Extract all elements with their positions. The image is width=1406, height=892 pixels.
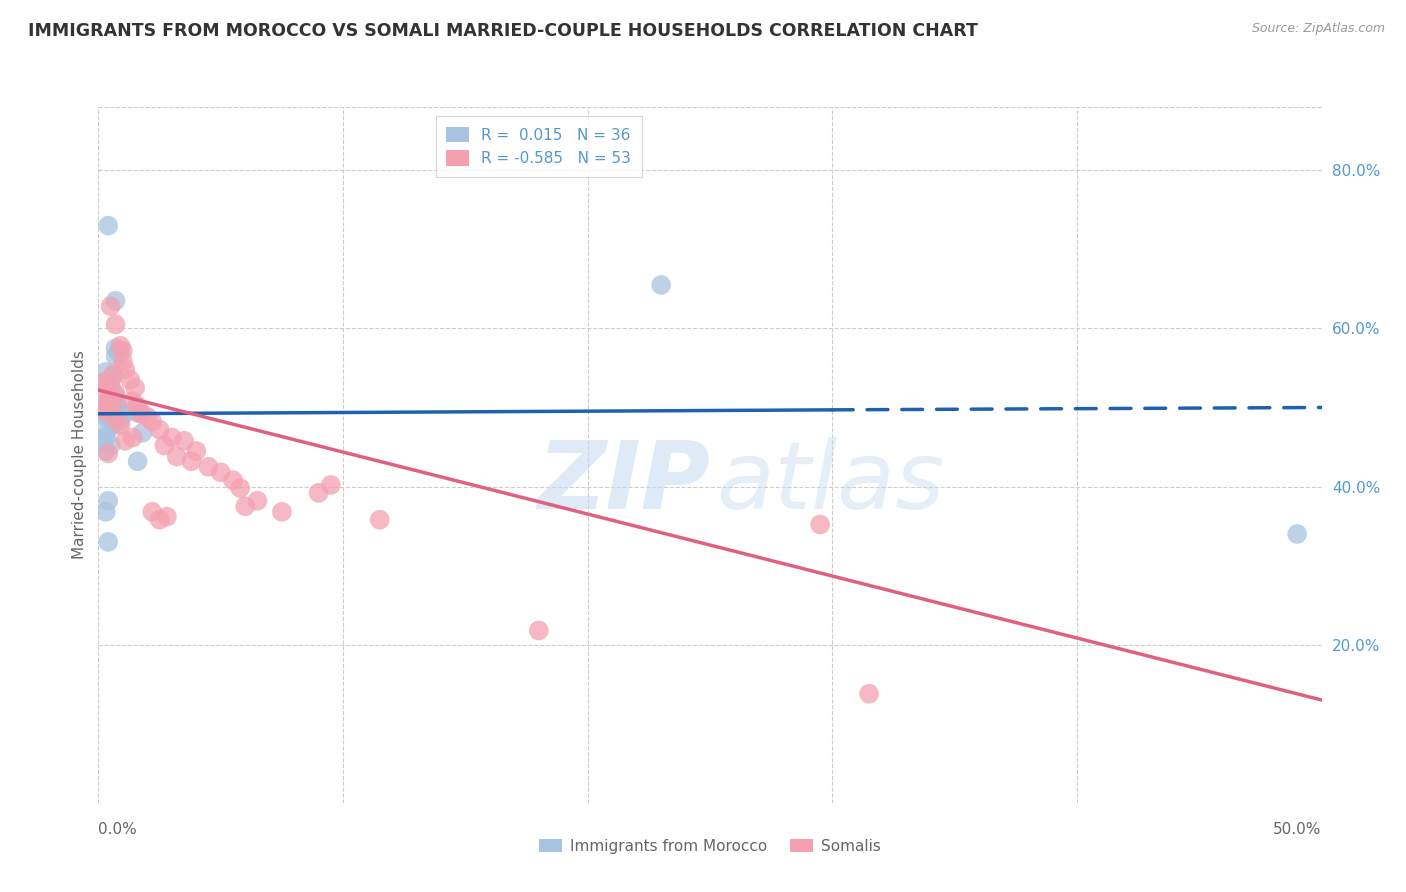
Point — [222, 473, 245, 487]
Point — [141, 415, 163, 429]
Point — [100, 383, 122, 397]
Point — [91, 434, 114, 449]
Point — [94, 383, 117, 397]
Point — [127, 454, 149, 468]
Text: 0.0%: 0.0% — [98, 822, 138, 837]
Point — [101, 417, 124, 432]
Point — [107, 345, 129, 359]
Point — [101, 399, 124, 413]
Point — [110, 417, 132, 432]
Point — [97, 219, 120, 233]
Point — [104, 318, 127, 332]
Point — [131, 425, 153, 440]
Point — [97, 446, 120, 460]
Point — [94, 396, 117, 410]
Point — [308, 486, 330, 500]
Point — [107, 401, 129, 415]
Point — [100, 373, 122, 387]
Point — [124, 381, 146, 395]
Point — [94, 430, 117, 444]
Point — [104, 389, 127, 403]
Point — [197, 459, 219, 474]
Point — [97, 493, 120, 508]
Point — [104, 341, 127, 355]
Point — [153, 438, 176, 452]
Point — [97, 534, 120, 549]
Point — [97, 394, 120, 409]
Point — [114, 362, 136, 376]
Point — [368, 513, 391, 527]
Point — [101, 368, 124, 383]
Point — [94, 376, 117, 391]
Point — [166, 450, 188, 464]
Point — [100, 438, 122, 452]
Point — [156, 509, 179, 524]
Point — [97, 423, 120, 437]
Point — [100, 392, 122, 407]
Point — [114, 434, 136, 448]
Text: ZIP: ZIP — [537, 437, 710, 529]
Point — [110, 414, 132, 428]
Point — [121, 430, 143, 444]
Point — [101, 368, 124, 382]
Point — [100, 376, 122, 391]
Point — [110, 345, 132, 359]
Point — [141, 505, 163, 519]
Point — [121, 394, 143, 409]
Point — [94, 365, 117, 379]
Point — [149, 423, 172, 437]
Point — [129, 407, 152, 421]
Point — [94, 404, 117, 418]
Point — [94, 402, 117, 417]
Point — [173, 434, 195, 448]
Text: atlas: atlas — [716, 437, 945, 528]
Point — [209, 466, 232, 480]
Point — [120, 373, 142, 387]
Point — [1286, 527, 1309, 541]
Text: Source: ZipAtlas.com: Source: ZipAtlas.com — [1251, 22, 1385, 36]
Point — [91, 375, 114, 389]
Point — [131, 407, 153, 421]
Point — [100, 391, 122, 405]
Point — [229, 481, 252, 495]
Point — [94, 505, 117, 519]
Point — [97, 399, 120, 413]
Point — [527, 624, 550, 638]
Point — [180, 454, 202, 468]
Point — [246, 493, 269, 508]
Point — [104, 412, 127, 426]
Point — [808, 517, 831, 532]
Point — [136, 409, 159, 424]
Point — [100, 391, 122, 405]
Point — [111, 343, 134, 358]
Text: 50.0%: 50.0% — [1274, 822, 1322, 837]
Point — [233, 500, 256, 514]
Point — [104, 386, 127, 401]
Point — [94, 409, 117, 424]
Point — [124, 404, 146, 418]
Point — [111, 409, 134, 423]
Legend: R =  0.015   N = 36, R = -0.585   N = 53: R = 0.015 N = 36, R = -0.585 N = 53 — [436, 116, 643, 178]
Point — [104, 293, 127, 308]
Point — [650, 277, 672, 292]
Point — [100, 299, 122, 313]
Point — [160, 430, 183, 444]
Point — [127, 399, 149, 413]
Text: IMMIGRANTS FROM MOROCCO VS SOMALI MARRIED-COUPLE HOUSEHOLDS CORRELATION CHART: IMMIGRANTS FROM MOROCCO VS SOMALI MARRIE… — [28, 22, 979, 40]
Y-axis label: Married-couple Households: Married-couple Households — [72, 351, 87, 559]
Point — [97, 402, 120, 417]
Point — [94, 444, 117, 458]
Point — [104, 349, 127, 363]
Point — [110, 339, 132, 353]
Point — [186, 444, 208, 458]
Point — [107, 401, 129, 415]
Point — [111, 354, 134, 368]
Point — [149, 513, 172, 527]
Point — [91, 407, 114, 421]
Point — [858, 687, 880, 701]
Point — [270, 505, 294, 519]
Point — [319, 478, 342, 492]
